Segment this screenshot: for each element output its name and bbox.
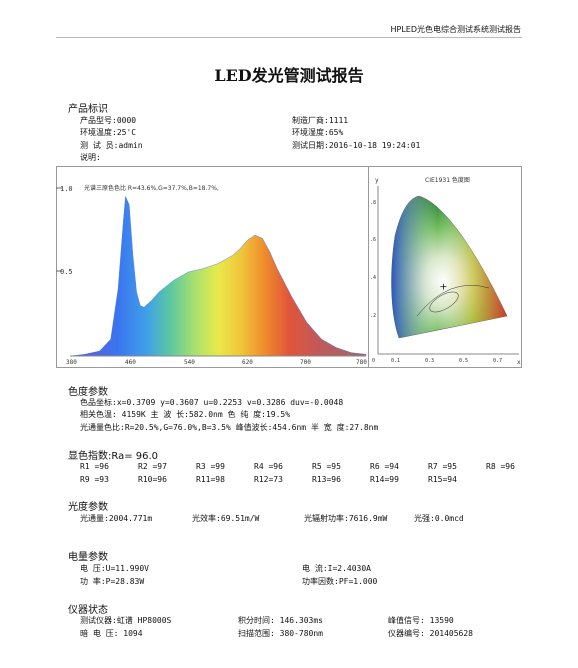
cri-r13: R13=96 [312,475,341,484]
dark-voltage: 暗 电 压: 1094 [80,629,143,638]
photometric-heading: 光度参数 [68,502,108,513]
env-temp: 环境温度:25'C [80,128,137,137]
tolerance-ellipse [429,291,459,313]
cri-r3: R3 =99 [196,462,225,471]
cie-y-label: y [375,177,379,184]
scan-range: 扫描范围: 380-780nm [238,629,323,638]
y-tick-label-05: 0.5 [60,268,73,276]
integration-time: 积分时间: 146.303ms [238,616,323,625]
product-heading: 产品标识 [68,104,108,115]
luminous-flux: 光通量:2004.771m [80,514,153,523]
cri-r12: R12=73 [254,475,283,484]
page-title: LED发光管测试报告 [214,66,364,85]
instrument-device: 测试仪器:虹谱 HP8000S [80,616,172,625]
instrument-serial: 仪器编号: 201405628 [388,629,473,638]
cri-r8: R8 =96 [486,462,515,471]
cie-y-tick-06: .6 [370,237,376,243]
cie-y-tick-02: .2 [370,313,376,319]
header-divider [56,37,522,38]
cri-r9: R9 =93 [80,475,109,484]
cri-r11: R11=98 [196,475,225,484]
env-humidity: 环境湿度:65% [292,128,344,137]
spectrum-chart: 1.0 0.5 光谱三原色色比 R=43.6%,G=37.7%,B=18.7%,… [56,184,367,366]
cie-x-label: x [517,359,521,366]
voltage: 电 压:U=11.990V [80,564,149,573]
current: 电 流:I=2.4030A [302,564,371,573]
cri-r2: R2 =97 [138,462,167,471]
x-tick-780: 780 [356,359,367,366]
cri-r5: R5 =95 [312,462,341,471]
rgb-ratio-label: 光谱三原色色比 R=43.6%,G=37.7%,B=18.7%, [84,184,219,192]
manufacturer: 制造厂商:1111 [292,116,349,125]
electrical-heading: 电量参数 [68,552,108,563]
cie-locus-overlay [391,196,507,338]
cie-title: CIE1931 色度图 [425,176,470,184]
instrument-heading: 仪器状态 [68,605,108,616]
cie-x-tick-03: 0.3 [425,358,434,364]
cie-x-tick-01: 0.1 [391,358,400,364]
cie-chart: y x CIE1931 色度图 .8 .6 .4 .2 0 0.1 0.3 0.… [370,176,521,366]
tester: 测 试 员:admin [80,141,143,150]
chroma-row-3: 光通量色比:R=20.5%,G=76.0%,B=3.5% 峰值波长:454.6n… [80,423,379,432]
note: 说明: [80,153,101,162]
test-date: 测试日期:2016-10-18 19:24:01 [292,141,421,150]
cie-x-tick-0: 0 [372,358,375,364]
cri-heading: 显色指数:Ra= 96.0 [68,451,159,462]
luminous-intensity: 光强:0.0mcd [414,514,464,523]
radiant-power: 光辐射功率:7616.9mW [304,514,388,523]
cri-r7: R7 =95 [428,462,457,471]
cri-r15: R15=94 [428,475,457,484]
cri-r6: R6 =94 [370,462,399,471]
product-model: 产品型号:0000 [80,116,137,125]
x-tick-380: 380 [66,359,77,366]
x-tick-620: 620 [242,359,253,366]
cri-r1: R1 =96 [80,462,109,471]
power: 功 率:P=28.83W [80,577,145,586]
chart-frame [56,166,522,368]
cie-x-tick-07: 0.7 [493,358,502,364]
x-tick-540: 540 [184,359,195,366]
chart-divider [368,166,369,368]
cie-point [440,283,447,290]
chroma-row-1: 色品坐标:x=0.3709 y=0.3607 u=0.2253 v=0.3286… [80,398,344,407]
spectrum-area [69,196,367,357]
cie-x-tick-05: 0.5 [459,358,468,364]
chroma-row-2: 相关色温: 4159K 主 波 长:582.0nm 色 纯 度:19.5% [80,410,291,419]
x-tick-700: 700 [300,359,311,366]
planckian-locus [416,285,490,317]
x-tick-460: 460 [125,359,136,366]
cri-r14: R14=99 [370,475,399,484]
cri-r10: R10=96 [138,475,167,484]
y-tick-label-1: 1.0 [60,185,73,193]
peak-signal: 峰值信号: 13590 [388,616,454,625]
chromaticity-heading: 色度参数 [68,387,108,398]
luminous-efficacy: 光效率:69.51m/W [192,514,260,523]
cie-y-tick-04: .4 [370,275,376,281]
power-factor: 功率因数:PF=1.000 [302,577,378,586]
cri-r4: R4 =96 [254,462,283,471]
cie-y-tick-08: .8 [370,200,376,206]
report-header: HPLED光色电综合测试系统测试报告 [390,25,521,34]
